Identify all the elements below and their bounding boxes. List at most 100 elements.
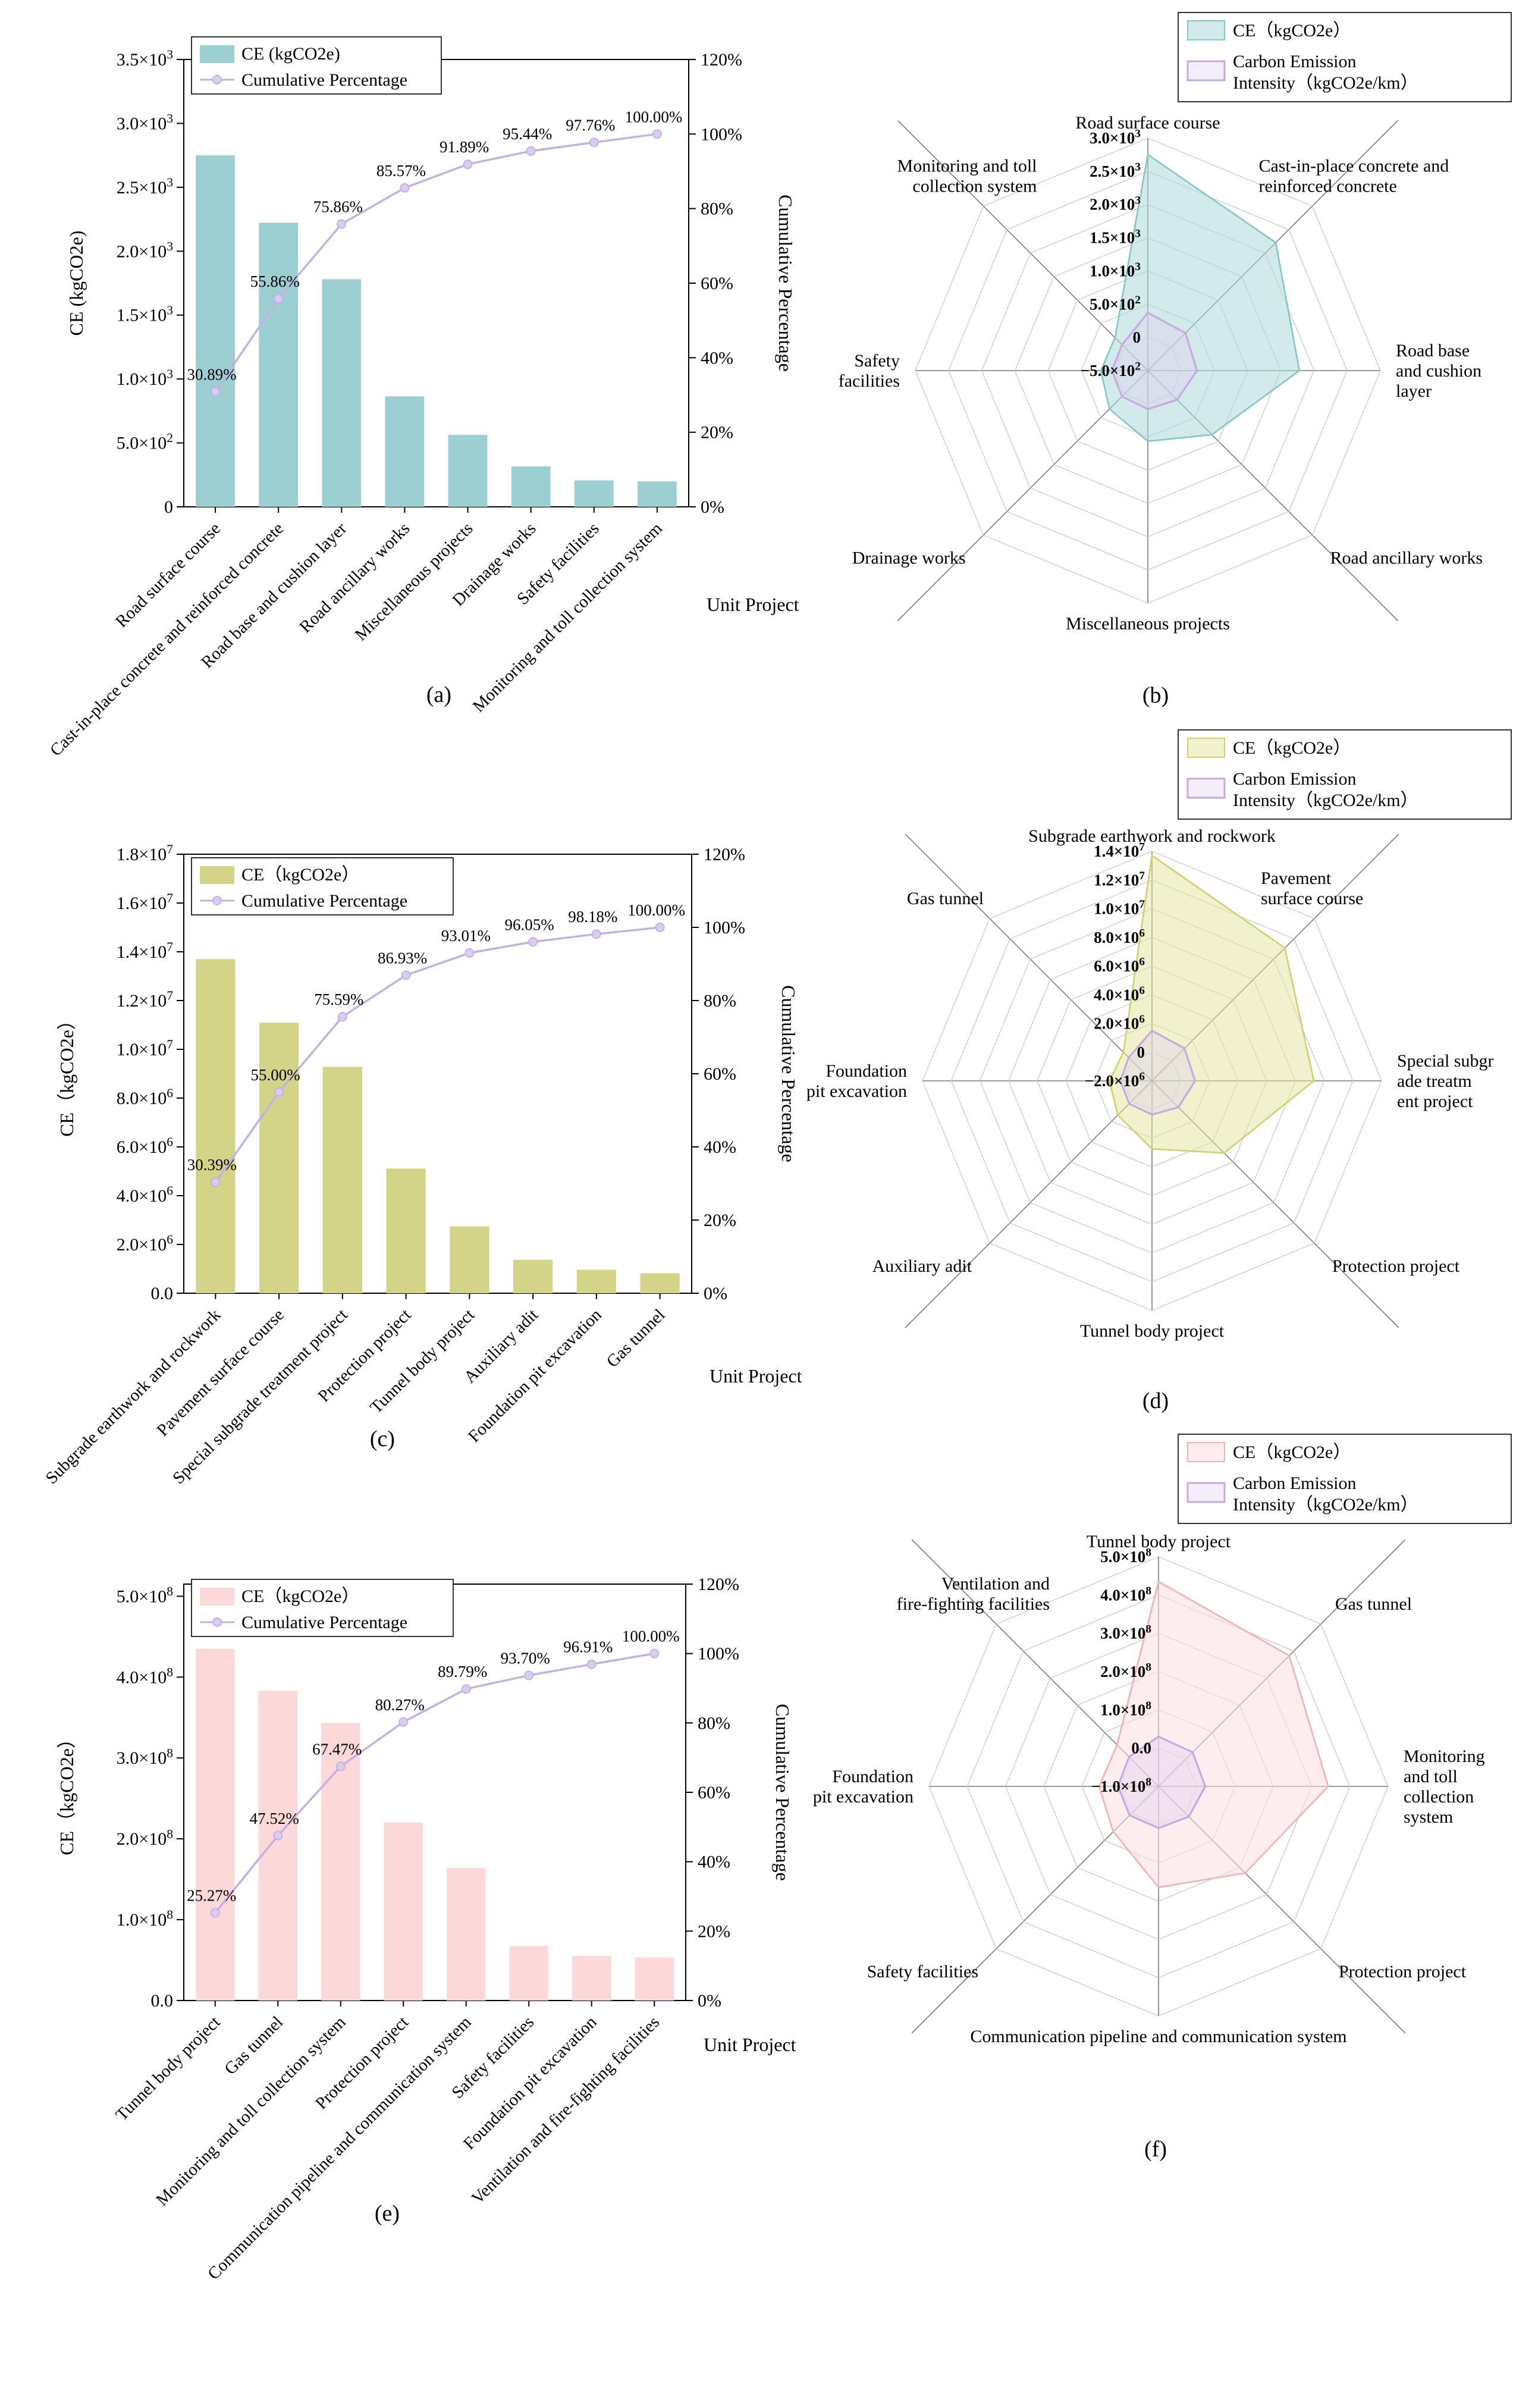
y-tick-label: 1.6×107 [117,891,173,913]
radar-axis-label: Safety [854,351,900,371]
bar-4 [385,396,425,507]
cumulative-value-label: 91.89% [440,138,489,156]
radar-axis-label: Road ancillary works [1330,548,1483,567]
pareto-chart-a: 0 5.0×102 1.0×103 1.5×103 2.0×103 2.5×103 3.0×… [46,36,799,760]
cumulative-point [401,970,411,980]
cumulative-value-label: 67.47% [312,1740,362,1758]
radar-axis-label: Foundation [832,1767,914,1786]
legend-swatch-intensity [1186,777,1226,799]
cumulative-value-label: 98.18% [568,908,617,926]
cumulative-point [273,1830,283,1841]
radar-series-2 [1117,1735,1207,1829]
radial-tick-label: −2.0×106 [1085,1071,1145,1090]
cumulative-point [528,937,538,947]
y2-tick-label: 120% [701,50,742,70]
radar-axis-label: Protection project [1332,1256,1460,1276]
bar-7 [572,1955,611,2001]
cumulative-point [400,183,410,193]
category-label: Pavement surface course [153,1305,288,1440]
y-tick-label: 5.0×108 [117,1584,173,1606]
y2-tick-label: 80% [698,1713,730,1733]
cumulative-value-label: 100.00% [627,901,685,919]
radar-chart-f: −1.0×108 0.0 1.0×108 2.0×108 3.0×108 4.0×108 5… [813,1434,1512,2046]
y2-tick-label: 60% [698,1783,730,1802]
legend-label-ce: CE（kgCO2e） [241,1586,359,1606]
radial-tick-label: 1.4×107 [1094,841,1145,860]
y-axis-title: CE（kgCO2e） [56,1011,77,1137]
legend-marker-cumulative [212,896,222,905]
cumulative-value-label: 25.27% [187,1887,236,1905]
radar-axis-label: Road base [1396,341,1470,360]
y-tick-label: 1.5×103 [117,303,173,325]
y-tick-label: 0.0 [151,1991,174,2011]
radar-series-1 [1098,1580,1329,1889]
radial-tick-label: 2.0×106 [1094,1013,1145,1032]
radial-tick-label: 2.0×108 [1100,1661,1151,1680]
cumulative-value-label: 75.86% [313,198,363,216]
bar-6 [511,466,551,507]
radar-grid-ring [950,879,1354,1283]
bar-7 [574,480,614,507]
bar-3 [322,1067,362,1293]
pareto-chart-c: 0.0 2.0×106 4.0×106 6.0×106 8.0×106 1.0×107 1.… [42,842,802,1488]
cumulative-line [214,133,658,393]
cumulative-value-label: 55.86% [250,272,300,290]
radial-tick-label: 4.0×106 [1094,984,1145,1004]
radial-tick-label: 1.0×103 [1090,261,1141,280]
legend-label-cumulative: Cumulative Percentage [241,70,407,90]
y2-tick-label: 100% [701,124,742,144]
radar-grid-ring [966,1594,1351,1979]
cumulative-point [211,1177,221,1187]
cumulative-line [214,926,660,1183]
radar-axis-label: and cushion [1396,361,1481,381]
legend-label-cumulative: Cumulative Percentage [241,1613,407,1632]
cumulative-value-label: 85.57% [376,162,426,180]
radar-axis-label: Safety facilities [867,1962,978,1981]
y-tick-label: 4.0×106 [117,1184,173,1206]
radar-chart-b: −5.0×102 0 5.0×102 1.0×103 1.5×103 2.0×103 2.5… [839,12,1512,634]
radar-series-1 [1100,153,1301,443]
y-tick-label: 5.0×102 [117,431,173,453]
y-tick-label: 1.0×107 [117,1037,173,1059]
legend-label-intensity-1: Carbon Emission [1233,52,1357,71]
bar-3 [322,279,362,507]
y-tick-label: 1.0×108 [117,1908,173,1930]
legend-swatch-ce [200,45,234,63]
y-tick-label: 0.0 [151,1284,174,1303]
y2-axis-title: Cumulative Percentage [778,985,799,1162]
radar-axis-label: Tunnel body project [1087,1532,1231,1551]
y2-tick-label: 60% [701,274,733,293]
bar-1 [196,1648,235,2001]
radial-tick-label: −5.0×102 [1081,360,1141,380]
radar-axis-label: Special subgr [1397,1051,1493,1071]
legend-label-ce: CE（kgCO2e） [241,865,359,885]
legend-swatch-ce [1187,1442,1225,1462]
category-label: Tunnel body project [112,2012,224,2124]
cumulative-point [589,137,599,148]
y-tick-label: 4.0×108 [117,1665,173,1687]
radial-tick-label: 1.2×107 [1094,870,1145,889]
cumulative-point [335,1761,346,1771]
pareto-chart-e: 0.0 1.0×108 2.0×108 3.0×108 4.0×108 5.0×108 0%… [56,1575,796,2284]
legend-box [1178,729,1512,820]
radial-tick-label: 1.0×108 [1100,1700,1151,1719]
panel-label-e: (e) [374,2201,400,2226]
radar-axis-label: Pavement [1261,868,1332,888]
cumulative-point [274,1087,284,1097]
legend-label-intensity-2: Intensity（kgCO2e/km） [1233,73,1418,93]
bar-7 [576,1269,616,1293]
radial-tick-label: 0 [1133,328,1141,346]
cumulative-value-label: 55.00% [251,1066,300,1084]
legend-swatch-intensity [1186,60,1226,81]
y2-tick-label: 100% [698,1644,739,1664]
cumulative-value-label: 47.52% [250,1810,299,1827]
bar-2 [258,1691,297,2001]
radar-axis-label: facilities [839,371,900,391]
cumulative-value-label: 97.76% [566,116,615,134]
y-tick-label: 1.2×107 [117,989,173,1011]
y-tick-label: 6.0×106 [117,1135,173,1157]
legend-box [1178,1434,1512,1524]
radar-axis-label: Monitoring and toll [897,156,1037,176]
panel-label-d: (d) [1142,1388,1169,1413]
